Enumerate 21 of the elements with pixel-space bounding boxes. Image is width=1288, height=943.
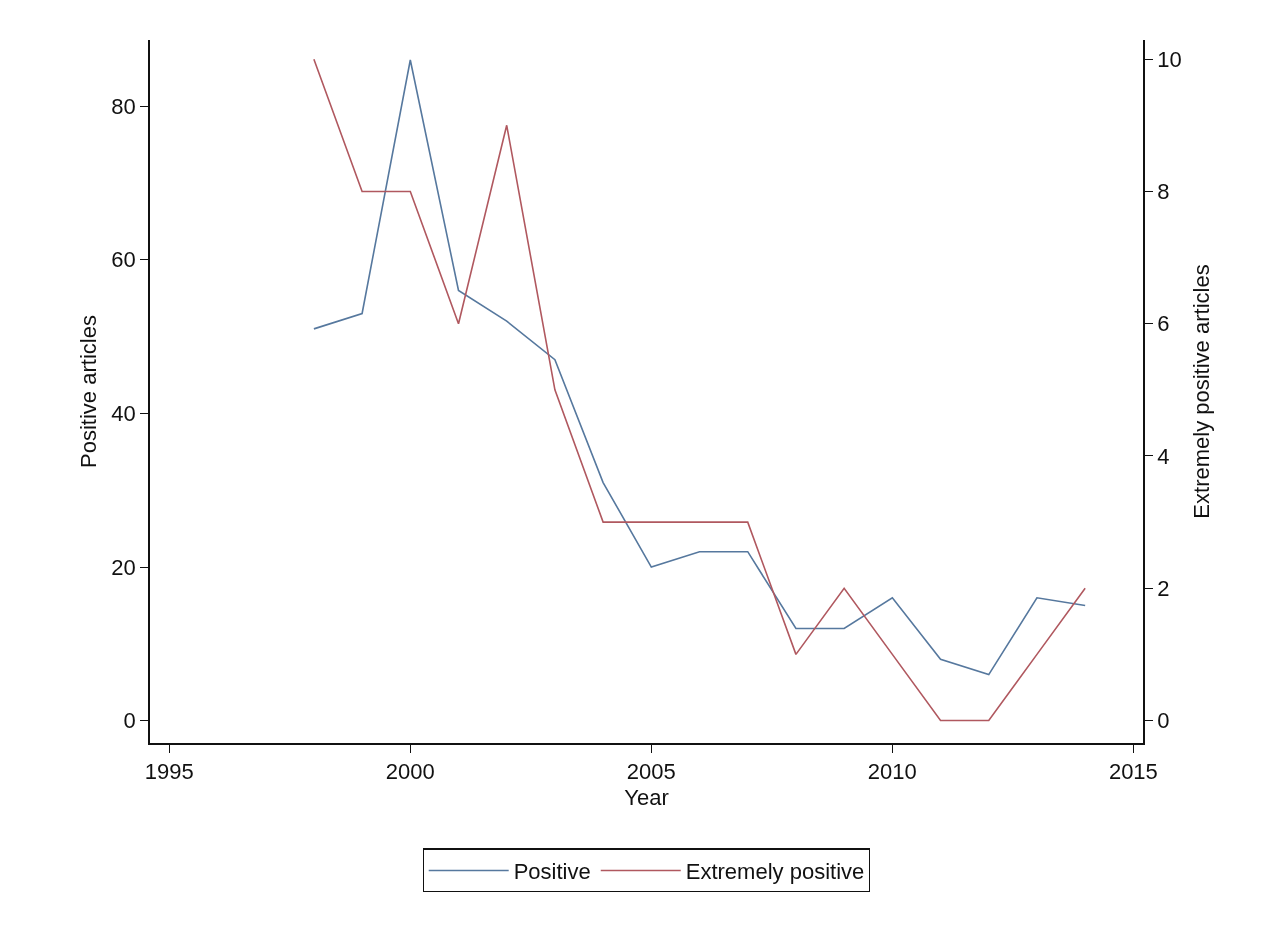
y2-tick-label: 2 [1157,575,1170,601]
x-tick-label: 2010 [867,759,917,785]
y2-tick-label: 10 [1157,46,1182,72]
legend-label: Extremely positive [685,859,865,885]
y2-tick-label: 6 [1157,311,1170,337]
y-axis-title: Positive articles [75,315,101,468]
y2-tick-label: 4 [1157,443,1170,469]
x-tick-label: 2015 [1108,759,1158,785]
x-axis-title: Year [624,784,669,810]
x-tick-label: 2005 [626,759,676,785]
y-tick-label: 60 [111,247,136,273]
x-tick-label: 2000 [385,759,435,785]
y2-tick-label: 8 [1157,179,1170,205]
y-tick-label: 80 [111,93,136,119]
y-tick-label: 40 [111,401,136,427]
y-tick-label: 20 [111,554,136,580]
y2-axis-title: Extremely positive articles [1188,264,1214,519]
x-tick-label: 1995 [144,759,194,785]
legend-label: Positive [513,859,591,885]
y-tick-label: 0 [123,708,136,734]
y2-tick-label: 0 [1157,708,1170,734]
